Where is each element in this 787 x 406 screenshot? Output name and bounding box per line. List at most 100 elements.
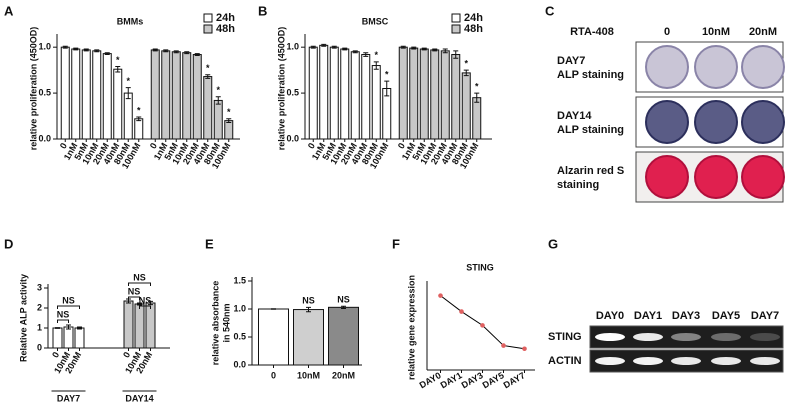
- error-bar: [125, 87, 131, 100]
- error-bar: [271, 308, 276, 310]
- error-bar: [136, 116, 142, 122]
- bar: [451, 54, 461, 140]
- error-bar: [421, 47, 427, 51]
- legend-swatch: [451, 24, 461, 34]
- y-tick-label: 1.5: [233, 275, 246, 285]
- error-bar: [83, 48, 89, 52]
- error-bar: [77, 326, 82, 330]
- y-tick-label: 1.0: [286, 42, 299, 52]
- panel-letter: B: [258, 3, 267, 18]
- bar: [213, 99, 223, 140]
- legend-label: 48h: [464, 23, 483, 35]
- column-label: 10nM: [702, 26, 730, 38]
- error-bar: [321, 43, 327, 47]
- significance: *: [116, 55, 120, 65]
- panel-letter: F: [392, 236, 400, 251]
- error-bar: [62, 45, 68, 49]
- row-label: ACTIN: [548, 355, 582, 367]
- error-bar: [137, 302, 142, 306]
- error-bar: [306, 306, 311, 313]
- bar: [329, 46, 339, 140]
- error-bar: [352, 50, 358, 54]
- x-tick-label: DAY0: [418, 370, 443, 390]
- panel-letter: G: [548, 236, 558, 251]
- well: [694, 100, 738, 144]
- x-tick-label: 0: [50, 350, 61, 359]
- bar: [361, 54, 371, 140]
- bar: [161, 50, 171, 140]
- band: [595, 357, 625, 365]
- row-label: DAY7: [557, 55, 585, 67]
- bracket: [57, 319, 69, 323]
- error-bar: [226, 118, 232, 123]
- panel-letter: D: [4, 236, 13, 251]
- bar: [150, 49, 160, 140]
- bar: [171, 51, 181, 140]
- bar: [350, 51, 360, 140]
- well: [645, 155, 689, 199]
- error-bar: [432, 48, 438, 52]
- error-bar: [411, 46, 417, 50]
- bar: [81, 49, 91, 140]
- error-bar: [148, 300, 153, 306]
- band: [671, 357, 701, 365]
- line: [440, 295, 525, 350]
- band: [595, 333, 625, 341]
- error-bar: [94, 49, 100, 53]
- chart-title: BMMs: [117, 16, 144, 26]
- y-tick-label: 3: [37, 282, 42, 292]
- row-label: STING: [548, 331, 582, 343]
- bar: [472, 97, 482, 140]
- y-tick-label: 1.0: [233, 303, 246, 313]
- well: [645, 100, 689, 144]
- y-tick-label: 0.5: [233, 331, 246, 341]
- well: [741, 155, 785, 199]
- bar: [409, 47, 419, 140]
- significance: *: [475, 81, 479, 91]
- bracket: [128, 282, 151, 286]
- x-tick-label: 0: [148, 141, 159, 150]
- point: [522, 346, 527, 352]
- error-bar: [453, 50, 459, 59]
- well: [741, 45, 785, 89]
- y-axis-label: relative gene expression: [406, 275, 416, 380]
- bar: [134, 118, 144, 140]
- comparison-label: NS: [139, 295, 152, 305]
- error-bar: [163, 49, 169, 53]
- column-label: DAY0: [596, 310, 624, 322]
- x-tick-label: 0: [121, 350, 132, 359]
- error-bar: [384, 80, 390, 97]
- bar: [102, 53, 112, 140]
- bar: [224, 120, 234, 140]
- error-bar: [474, 92, 480, 103]
- legend-label: 24h: [216, 12, 235, 24]
- band: [633, 333, 663, 341]
- panel-letter: E: [205, 236, 214, 251]
- y-tick-label: 0.0: [38, 133, 51, 143]
- bar: [371, 65, 381, 140]
- x-tick-label: 0: [58, 141, 69, 150]
- x-tick-label: DAY1: [439, 370, 464, 390]
- x-tick-label: 20nM: [332, 370, 355, 380]
- error-bar: [341, 305, 346, 309]
- y-tick-label: 0: [37, 342, 42, 352]
- error-bar: [55, 327, 60, 329]
- error-bar: [173, 50, 179, 54]
- x-tick-label: 0: [306, 141, 317, 150]
- error-bar: [310, 45, 316, 49]
- bar: [398, 46, 408, 140]
- comparison-label: NS: [133, 272, 146, 282]
- significance: *: [126, 76, 130, 86]
- error-bar: [73, 47, 79, 51]
- significance: *: [374, 50, 378, 60]
- bar: [71, 48, 81, 140]
- y-tick-label: 0.0: [286, 133, 299, 143]
- bar: [63, 326, 74, 349]
- column-label: DAY7: [751, 310, 779, 322]
- comparison-label: NS: [128, 286, 141, 296]
- error-bar: [442, 48, 448, 54]
- y-tick-label: 0.5: [38, 87, 51, 97]
- error-bar: [194, 53, 200, 56]
- point: [501, 343, 506, 348]
- bar: [258, 308, 289, 366]
